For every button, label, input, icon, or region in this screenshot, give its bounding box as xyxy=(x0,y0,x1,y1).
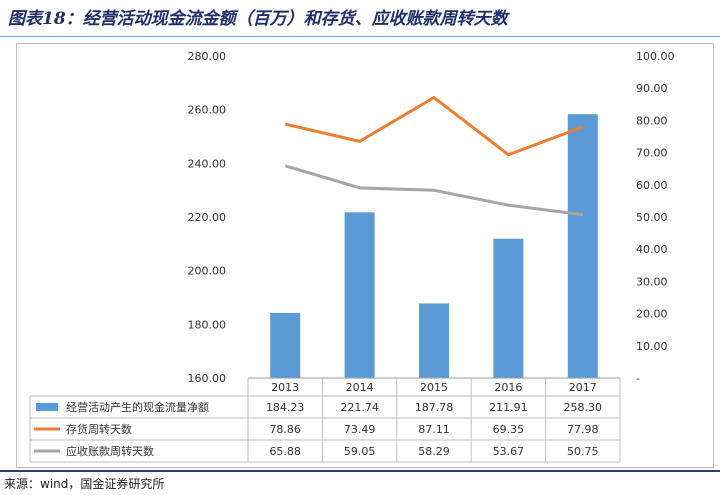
right-axis-tick-label: 60.00 xyxy=(636,179,668,192)
category-label: 2016 xyxy=(494,381,522,394)
table-value-cell: 59.05 xyxy=(344,445,376,458)
bar-mark xyxy=(567,114,598,378)
receivable-days-line xyxy=(284,164,583,217)
chart-frame xyxy=(16,43,714,468)
bar-mark xyxy=(493,238,524,378)
legend-bar-swatch xyxy=(36,403,58,411)
table-value-cell: 69.35 xyxy=(493,423,525,436)
legend-series-name: 经营活动产生的现金流量净额 xyxy=(66,400,209,414)
right-axis-tick-label: 80.00 xyxy=(636,114,668,127)
left-axis-tick-label: 240.00 xyxy=(188,157,227,170)
category-label: 2013 xyxy=(271,381,299,394)
right-axis-tick-label: 10.00 xyxy=(636,340,668,353)
right-axis-tick-label: 50.00 xyxy=(636,211,668,224)
source-note: 来源：wind，国金证券研究所 xyxy=(4,477,165,491)
left-axis-tick-label: 180.00 xyxy=(188,318,227,331)
left-axis-tick-label: 160.00 xyxy=(188,372,227,385)
table-value-cell: 65.88 xyxy=(269,445,301,458)
right-axis-tick-label: 40.00 xyxy=(636,243,668,256)
table-value-cell: 184.23 xyxy=(266,401,305,414)
bar-mark xyxy=(270,312,301,378)
left-axis-tick-label: 280.00 xyxy=(188,50,227,63)
right-axis-tick-label: 70.00 xyxy=(636,147,668,160)
left-axis-tick-label: 220.00 xyxy=(188,211,227,224)
footer-divider xyxy=(0,470,720,472)
right-axis-tick-label: 30.00 xyxy=(636,275,668,288)
bar-mark xyxy=(344,212,375,378)
table-value-cell: 221.74 xyxy=(340,401,379,414)
legend-series-name: 应收账款周转天数 xyxy=(66,444,154,458)
table-value-cell: 258.30 xyxy=(564,401,603,414)
inventory-days-line xyxy=(284,96,584,157)
table-value-cell: 77.98 xyxy=(567,423,599,436)
category-label: 2017 xyxy=(569,381,597,394)
right-axis-tick-label: 90.00 xyxy=(636,82,668,95)
right-axis-tick-label: 100.00 xyxy=(636,50,675,63)
bar-mark xyxy=(419,303,449,378)
table-value-cell: 50.75 xyxy=(567,445,599,458)
right-axis-tick-label: - xyxy=(636,372,640,385)
legend-series-name: 存货周转天数 xyxy=(66,422,132,436)
table-value-cell: 78.86 xyxy=(269,423,301,436)
table-value-cell: 87.11 xyxy=(418,423,450,436)
table-value-cell: 211.91 xyxy=(489,401,528,414)
table-value-cell: 58.29 xyxy=(418,445,450,458)
table-value-cell: 53.67 xyxy=(493,445,525,458)
title-divider xyxy=(0,36,720,37)
category-label: 2014 xyxy=(346,381,374,394)
figure-title: 图表18：经营活动现金流金额（百万）和存货、应收账款周转天数 xyxy=(8,9,508,29)
table-value-cell: 187.78 xyxy=(415,401,454,414)
table-value-cell: 73.49 xyxy=(344,423,376,436)
left-axis-tick-label: 200.00 xyxy=(188,265,227,278)
category-label: 2015 xyxy=(420,381,448,394)
left-axis-tick-label: 260.00 xyxy=(188,104,227,117)
right-axis-tick-label: 20.00 xyxy=(636,308,668,321)
